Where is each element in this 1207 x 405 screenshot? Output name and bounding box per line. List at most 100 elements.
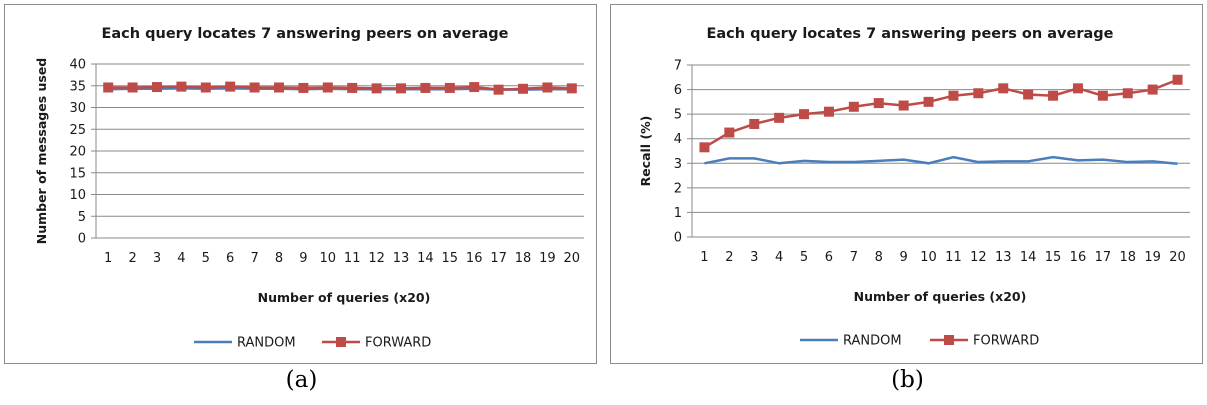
x-tick-label: 1 — [104, 251, 112, 266]
x-tick-label: 10 — [320, 251, 337, 266]
data-point-forward — [948, 90, 959, 101]
data-point-forward — [799, 109, 810, 120]
data-point-forward — [103, 82, 114, 93]
y-tick-label: 3 — [674, 157, 682, 172]
data-point-forward — [973, 88, 984, 99]
y-tick-label: 25 — [69, 123, 86, 138]
chart-title: Each query locates 7 answering peers on … — [706, 26, 1113, 42]
data-point-forward — [848, 101, 859, 112]
y-tick-label: 10 — [69, 188, 86, 203]
y-tick-label: 0 — [674, 231, 682, 246]
x-tick-label: 17 — [490, 251, 507, 266]
x-tick-label: 13 — [995, 250, 1012, 265]
data-point-forward — [699, 142, 710, 153]
data-point-forward — [420, 82, 431, 93]
caption-b: (b) — [891, 367, 924, 393]
x-tick-label: 9 — [299, 251, 307, 266]
chart-panel-b: Each query locates 7 answering peers on … — [610, 0, 1205, 405]
x-tick-label: 17 — [1095, 250, 1112, 265]
x-tick-label: 16 — [1070, 250, 1087, 265]
x-tick-label: 8 — [875, 250, 883, 265]
data-point-forward — [749, 118, 760, 129]
data-point-forward — [923, 96, 934, 107]
y-tick-label: 6 — [674, 83, 682, 98]
legend-label-random: RANDOM — [237, 336, 296, 351]
x-tick-label: 5 — [202, 251, 210, 266]
y-tick-label: 7 — [674, 59, 682, 74]
x-tick-label: 2 — [725, 250, 733, 265]
data-point-forward — [998, 83, 1009, 94]
data-point-forward — [1097, 90, 1108, 101]
x-tick-label: 4 — [177, 251, 185, 266]
data-point-forward — [274, 82, 284, 93]
x-tick-label: 11 — [344, 251, 361, 266]
series-line-random — [704, 155, 1178, 166]
data-point-forward — [1072, 83, 1083, 94]
x-tick-label: 19 — [539, 251, 556, 266]
data-point-forward — [347, 82, 358, 93]
x-tick-label: 13 — [393, 251, 410, 266]
data-point-forward — [1122, 88, 1133, 99]
legend-marker-forward — [944, 335, 954, 345]
x-tick-label: 20 — [564, 251, 581, 266]
x-tick-label: 7 — [850, 250, 858, 265]
data-point-forward — [225, 81, 236, 92]
data-point-forward — [200, 82, 211, 93]
y-tick-label: 35 — [69, 79, 86, 94]
data-point-forward — [1172, 74, 1183, 85]
data-point-forward — [566, 83, 577, 94]
legend-label-forward: FORWARD — [973, 334, 1039, 349]
data-point-forward — [469, 82, 480, 93]
x-tick-label: 19 — [1144, 250, 1161, 265]
x-tick-label: 5 — [800, 250, 808, 265]
legend-marker-forward — [336, 337, 346, 347]
x-tick-label: 1 — [700, 250, 708, 265]
data-point-forward — [176, 81, 187, 92]
data-point-forward — [444, 82, 455, 93]
y-tick-label: 1 — [674, 206, 682, 221]
data-point-forward — [1023, 89, 1034, 100]
data-point-forward — [1147, 84, 1158, 95]
y-tick-label: 0 — [78, 232, 86, 247]
x-tick-label: 12 — [368, 251, 385, 266]
y-tick-label: 2 — [674, 181, 682, 196]
x-tick-label: 8 — [275, 251, 283, 266]
data-point-forward — [823, 106, 834, 117]
data-point-forward — [298, 82, 309, 93]
data-point-forward — [396, 83, 406, 94]
y-tick-label: 15 — [69, 166, 86, 181]
data-point-forward — [493, 84, 504, 95]
x-tick-label: 9 — [900, 250, 908, 265]
x-tick-label: 2 — [128, 251, 136, 266]
y-axis-label: Number of messages used — [34, 58, 49, 245]
legend-label-forward: FORWARD — [365, 336, 431, 351]
x-tick-label: 18 — [1119, 250, 1136, 265]
x-tick-label: 4 — [775, 250, 783, 265]
x-tick-label: 10 — [920, 250, 937, 265]
y-axis-label: Recall (%) — [638, 116, 653, 187]
y-tick-label: 40 — [69, 58, 86, 73]
data-point-forward — [371, 83, 382, 94]
data-point-forward — [249, 82, 260, 93]
x-tick-label: 15 — [1045, 250, 1062, 265]
data-point-forward — [152, 82, 162, 93]
x-tick-label: 15 — [442, 251, 459, 266]
x-tick-label: 14 — [1020, 250, 1037, 265]
x-tick-label: 3 — [153, 251, 161, 266]
data-point-forward — [774, 112, 785, 123]
data-point-forward — [873, 98, 884, 109]
chart-b: Each query locates 7 answering peers on … — [638, 26, 1190, 349]
y-tick-label: 20 — [69, 145, 86, 160]
x-tick-label: 7 — [250, 251, 258, 266]
y-tick-label: 5 — [674, 108, 682, 123]
chart-a: Each query locates 7 answering peers on … — [34, 26, 584, 351]
data-point-forward — [898, 100, 909, 111]
y-tick-label: 30 — [69, 101, 86, 116]
data-point-forward — [724, 127, 735, 138]
x-tick-label: 6 — [226, 251, 234, 266]
x-axis-label: Number of queries (x20) — [258, 290, 431, 305]
data-point-forward — [518, 83, 528, 94]
chart-panel-a: Each query locates 7 answering peers on … — [4, 0, 599, 405]
x-tick-label: 12 — [970, 250, 987, 265]
chart-title: Each query locates 7 answering peers on … — [101, 26, 508, 42]
